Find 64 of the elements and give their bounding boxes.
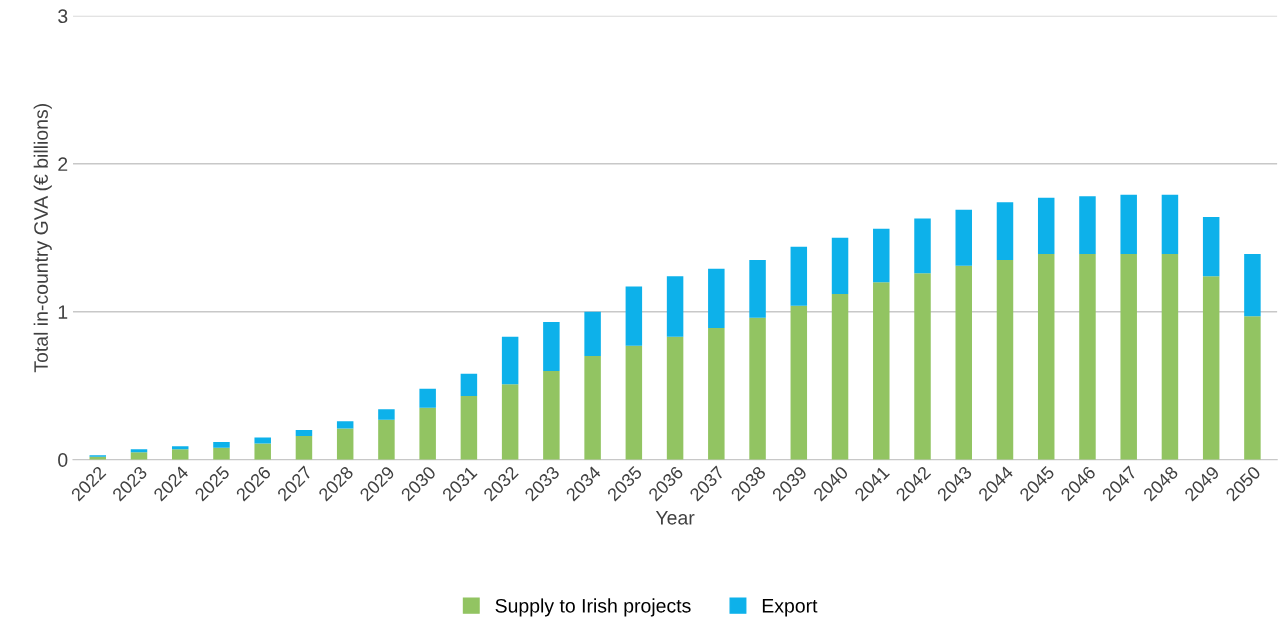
bar: [419, 407, 436, 460]
bar: [1037, 197, 1055, 255]
bar: [1079, 196, 1096, 255]
bar: [130, 452, 148, 460]
bar: [543, 370, 560, 460]
bar: [1161, 194, 1179, 255]
bar: [378, 419, 395, 460]
y-tick-label: 0: [58, 453, 68, 467]
bar: [1161, 254, 1179, 460]
bar: [1079, 254, 1096, 460]
bar: [666, 336, 684, 460]
bar: [749, 259, 766, 318]
bar: [460, 373, 478, 397]
bar: [501, 384, 519, 460]
bar: [708, 268, 725, 328]
bar: [213, 447, 230, 460]
bar: [254, 437, 271, 444]
bar: [584, 311, 601, 357]
legend-label: Supply to Irish projects: [495, 598, 691, 617]
bar: [790, 305, 808, 460]
bar: [955, 265, 972, 460]
bar: [708, 327, 725, 460]
bar: [543, 322, 560, 371]
bar: [584, 356, 601, 460]
bar: [955, 209, 972, 266]
bar: [914, 273, 931, 460]
bar: [1120, 254, 1137, 460]
legend-label: Export: [762, 599, 818, 617]
bar: [873, 282, 890, 460]
bar: [831, 293, 849, 460]
x-axis-title: Year: [655, 511, 695, 525]
bar: [419, 388, 436, 408]
y-tick-label: 1: [58, 305, 68, 319]
bar: [336, 421, 354, 429]
bar: [666, 276, 684, 337]
y-axis-title: Total in-country GVA (€ billions): [33, 104, 52, 373]
y-tick-label: 2: [58, 157, 68, 171]
bar: [295, 435, 313, 460]
bar: [873, 228, 890, 283]
bar: [130, 449, 148, 453]
bar: [914, 218, 931, 274]
bar: [1202, 217, 1220, 277]
bar: [1244, 316, 1261, 460]
bar: [831, 237, 849, 294]
bar: [996, 259, 1014, 460]
bar: [1120, 194, 1137, 255]
bar: [1037, 254, 1055, 460]
bar: [625, 286, 643, 346]
bar: [1202, 276, 1220, 460]
bar: [336, 428, 354, 460]
bar: [295, 430, 313, 436]
bar: [460, 396, 478, 460]
bar: [1244, 254, 1261, 317]
bar: [996, 202, 1014, 260]
bar: [501, 336, 519, 385]
bar: [213, 441, 230, 448]
bar: [749, 317, 766, 460]
bar: [790, 246, 808, 306]
bar: [625, 345, 643, 460]
bar: [171, 449, 189, 460]
y-tick-label: 3: [58, 9, 68, 24]
bar: [171, 446, 189, 450]
bar: [378, 409, 395, 420]
bar: [254, 443, 271, 460]
